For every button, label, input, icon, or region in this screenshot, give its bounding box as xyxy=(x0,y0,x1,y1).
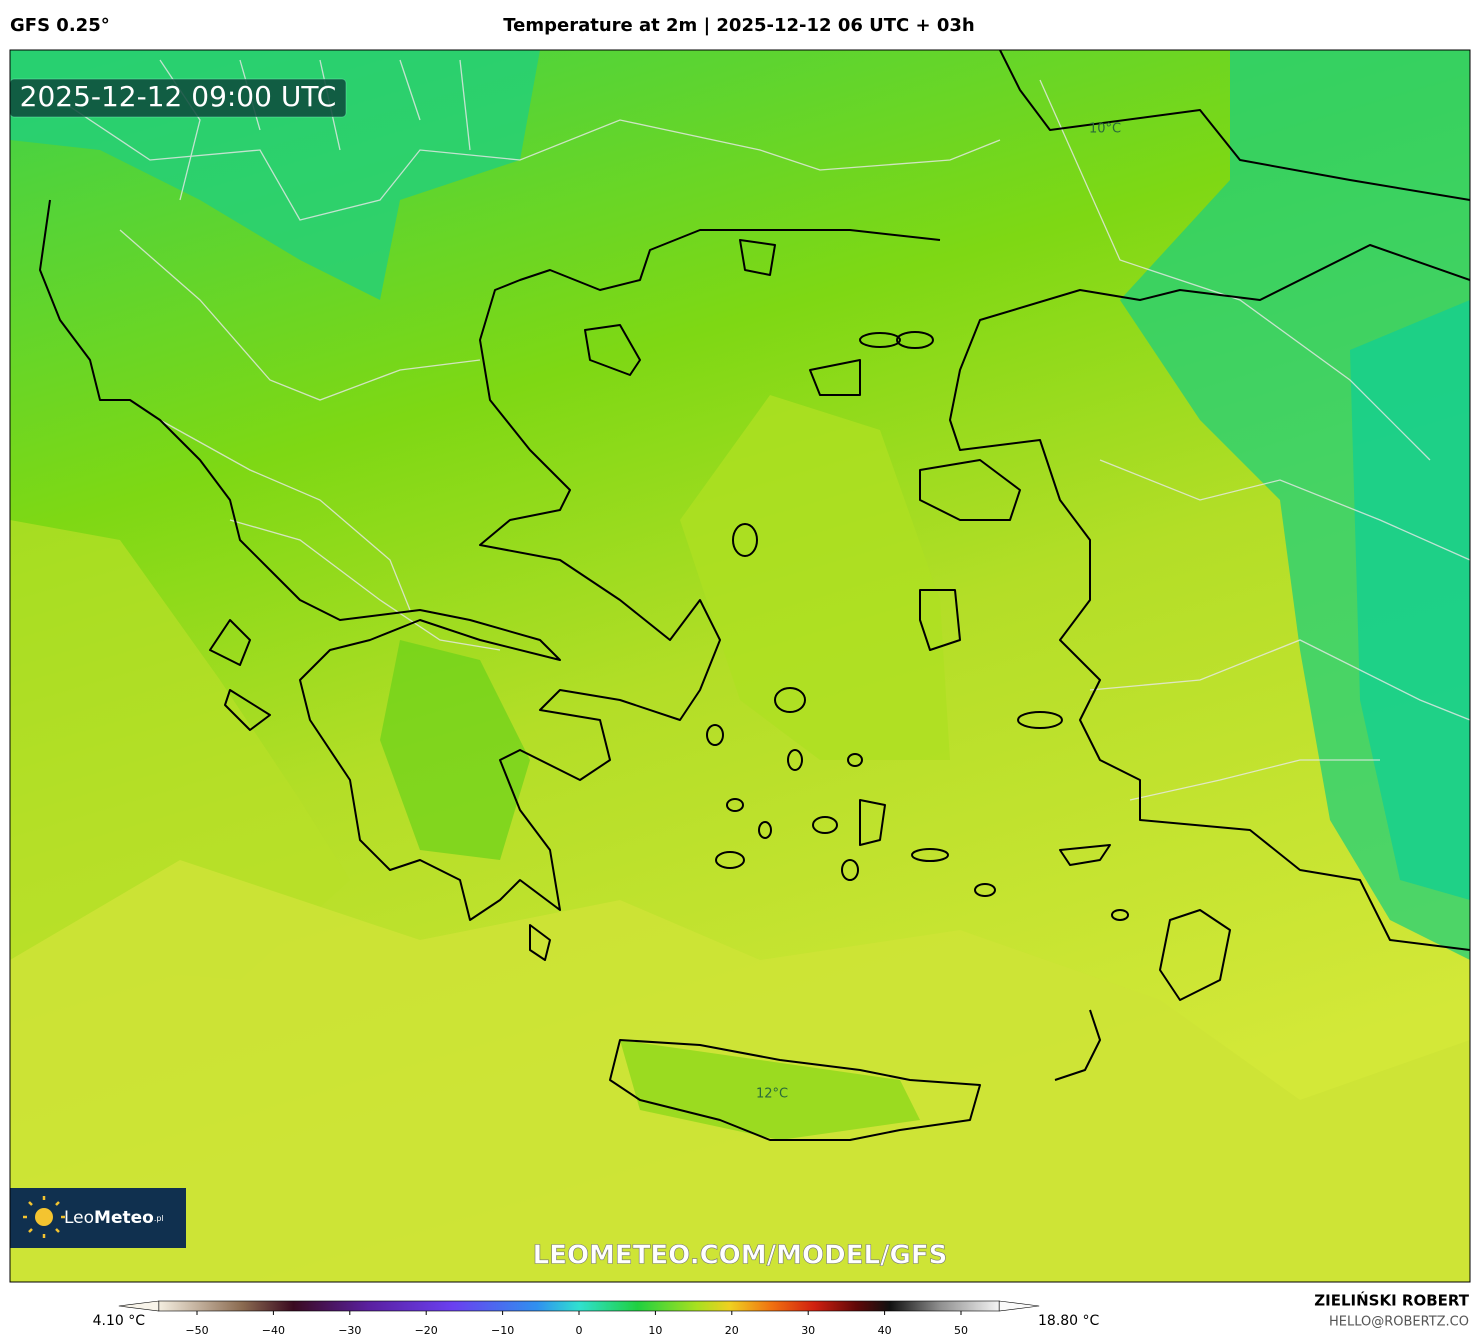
watermark: LEOMETEO.COM/MODEL/GFS xyxy=(533,1241,948,1271)
map-title: Temperature at 2m | 2025-12-12 06 UTC + … xyxy=(503,15,974,36)
colorbar-tick-label: −50 xyxy=(185,1324,208,1337)
logo-text: LeoMeteo.pl xyxy=(64,1208,164,1228)
colorbar-tick-label: 10 xyxy=(648,1324,662,1337)
contour-label: 10°C xyxy=(1089,122,1121,137)
colorbar-extend-min xyxy=(118,1300,160,1312)
colorbar-tick-label: 20 xyxy=(725,1324,739,1337)
colorbar-extend-max xyxy=(998,1300,1040,1312)
colorbar-tick-label: −30 xyxy=(338,1324,361,1337)
colorbar-tick-label: 30 xyxy=(801,1324,815,1337)
map: 10°C 12°C 2025-12-12 09:00 UTC LeoMeteo.… xyxy=(10,50,1470,1282)
colorbar-tick-label: −20 xyxy=(415,1324,438,1337)
colorbar-min: 4.10 °C xyxy=(93,1313,146,1329)
colorbar-tick-label: −10 xyxy=(491,1324,514,1337)
colorbar-tick-label: −40 xyxy=(262,1324,285,1337)
colorbar-tick-label: 50 xyxy=(954,1324,968,1337)
timestamp: 2025-12-12 09:00 UTC xyxy=(20,80,337,113)
colorbar-fill xyxy=(158,1301,1000,1311)
credit-name: ZIELIŃSKI ROBERT xyxy=(1314,1291,1469,1310)
colorbar-max: 18.80 °C xyxy=(1038,1313,1100,1329)
credit-email: HELLO@ROBERTZ.CO xyxy=(1329,1315,1469,1330)
model-label: GFS 0.25° xyxy=(10,15,110,36)
logo-sun xyxy=(23,1196,65,1238)
colorbar-tick-label: 0 xyxy=(576,1324,583,1337)
colorbar: −50 −40 −30 −20 −10 0 10 20 30 40 50 xyxy=(118,1300,1040,1337)
contour-label: 12°C xyxy=(756,1087,788,1102)
colorbar-tick-label: 40 xyxy=(878,1324,892,1337)
